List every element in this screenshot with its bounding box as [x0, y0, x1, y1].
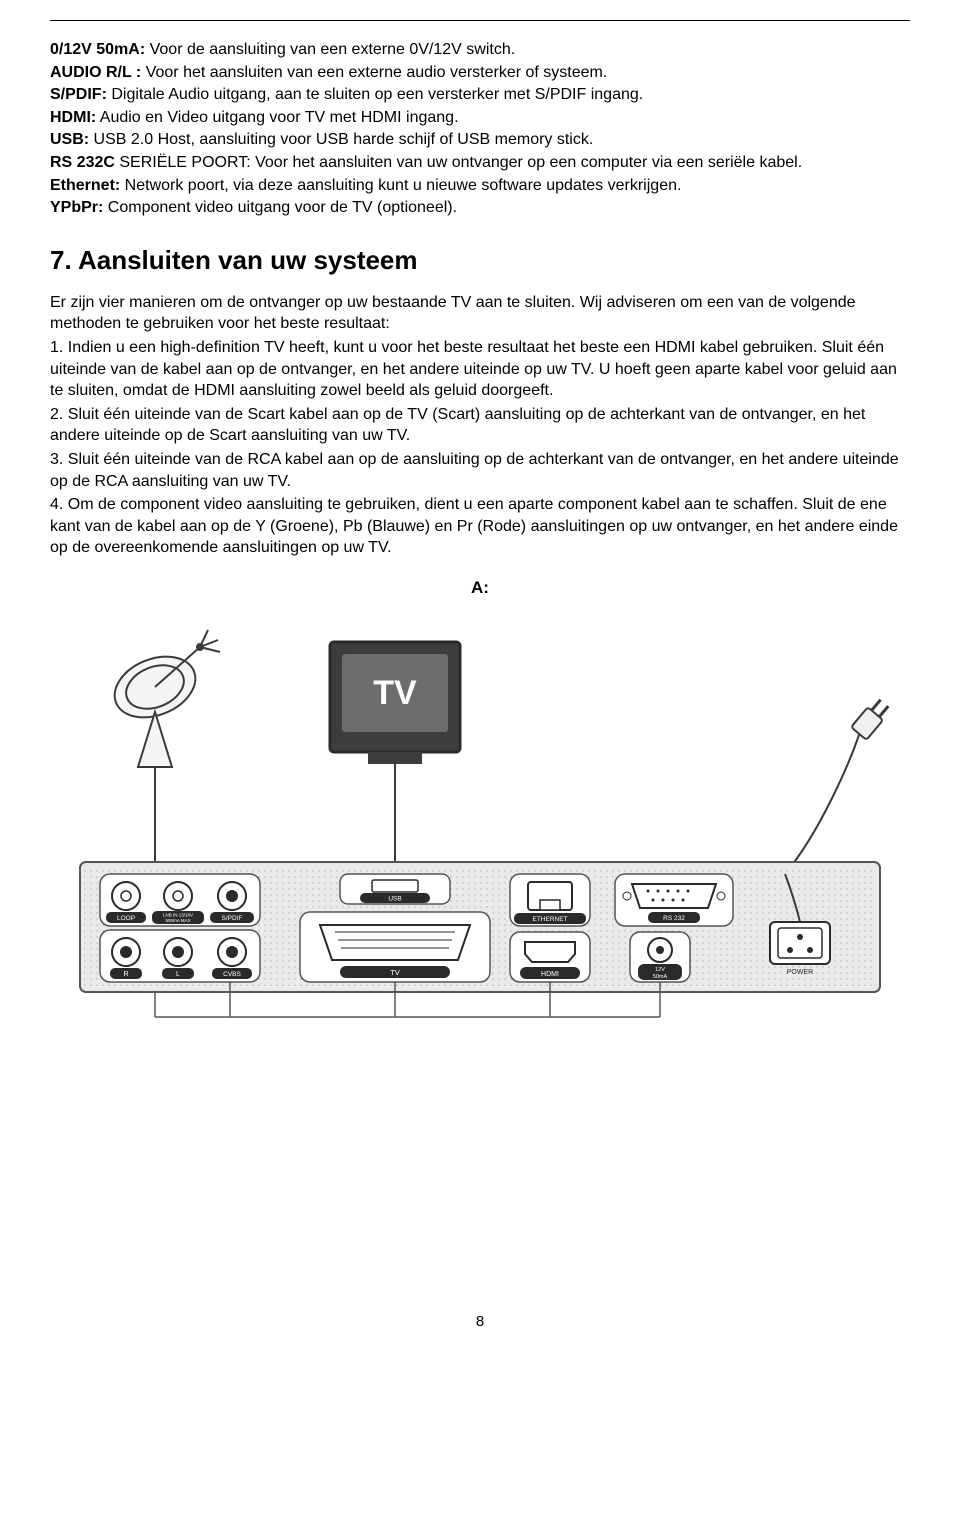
defn-term: USB:: [50, 131, 89, 148]
satellite-dish-icon: [106, 630, 220, 767]
tv-label: TV: [373, 674, 417, 712]
defn-term: RS 232C: [50, 154, 115, 171]
port-label-rs232: RS 232: [663, 915, 685, 922]
definition-line: HDMI: Audio en Video uitgang voor TV met…: [50, 107, 910, 129]
defn-desc: Digitale Audio uitgang, aan te sluiten o…: [107, 86, 643, 103]
page-number: 8: [50, 1312, 910, 1332]
intro-paragraph: Er zijn vier manieren om de ontvanger op…: [50, 292, 910, 335]
port-group-hdmi: HDMI: [510, 932, 590, 982]
port-label-usb: USB: [388, 895, 401, 902]
svg-text:50mA: 50mA: [653, 974, 668, 980]
port-label-cvbs: CVBS: [223, 971, 241, 978]
defn-desc: Voor het aansluiten van een externe audi…: [141, 64, 607, 81]
port-label-power: POWER: [787, 969, 813, 976]
step-3: 3. Sluit één uiteinde van de RCA kabel a…: [50, 449, 910, 492]
defn-term: 0/12V 50mA:: [50, 41, 145, 58]
port-group-usb: USB: [340, 874, 450, 904]
port-group-bottom-left: R L CVBS: [100, 930, 260, 982]
port-group-tv-scart: TV: [300, 912, 490, 982]
step-2: 2. Sluit één uiteinde van de Scart kabel…: [50, 404, 910, 447]
top-rule: [50, 20, 910, 21]
svg-text:500mA MAX: 500mA MAX: [165, 918, 190, 923]
tv-icon: TV: [330, 642, 460, 764]
definition-line: S/PDIF: Digitale Audio uitgang, aan te s…: [50, 84, 910, 106]
port-label-loop: LOOP: [117, 915, 135, 922]
port-group-top-left: LOOP LNB IN 13/18V 500mA MAX S/PDIF: [100, 874, 260, 926]
port-label-tv: TV: [390, 968, 400, 977]
port-label-l: L: [176, 971, 180, 978]
defn-desc: Network poort, via deze aansluiting kunt…: [120, 177, 681, 194]
port-label-r: R: [123, 971, 128, 978]
section-number: 7.: [50, 245, 72, 275]
defn-desc: Component video uitgang voor de TV (opti…: [103, 199, 457, 216]
diagram-label: A:: [50, 577, 910, 600]
definition-line: USB: USB 2.0 Host, aansluiting voor USB …: [50, 129, 910, 151]
defn-desc: USB 2.0 Host, aansluiting voor USB harde…: [89, 131, 593, 148]
definition-line: 0/12V 50mA: Voor de aansluiting van een …: [50, 39, 910, 61]
defn-desc: Voor de aansluiting van een externe 0V/1…: [145, 41, 515, 58]
port-group-12v: 12V 50mA: [630, 932, 690, 982]
svg-text:LNB IN 13/18V: LNB IN 13/18V: [163, 912, 193, 917]
defn-term: YPbPr:: [50, 199, 103, 216]
connection-diagram: TV LOOP: [50, 612, 910, 1032]
port-label-spdif: S/PDIF: [222, 915, 243, 922]
defn-term: S/PDIF:: [50, 86, 107, 103]
section-title: Aansluiten van uw systeem: [78, 245, 418, 275]
defn-term: Ethernet:: [50, 177, 120, 194]
port-label-hdmi: HDMI: [541, 971, 559, 978]
step-4: 4. Om de component video aansluiting te …: [50, 494, 910, 559]
svg-text:12V: 12V: [655, 967, 665, 973]
definition-line: YPbPr: Component video uitgang voor de T…: [50, 197, 910, 219]
power-plug-icon: [785, 696, 892, 874]
defn-term: HDMI:: [50, 109, 96, 126]
port-label-ethernet: ETHERNET: [532, 916, 567, 923]
port-group-ethernet: ETHERNET: [510, 874, 590, 926]
definition-line: Ethernet: Network poort, via deze aanslu…: [50, 175, 910, 197]
definition-line: RS 232C SERIËLE POORT: Voor het aansluit…: [50, 152, 910, 174]
defn-desc: Audio en Video uitgang voor TV met HDMI …: [96, 109, 458, 126]
defn-term: AUDIO R/L :: [50, 64, 141, 81]
definitions-block: 0/12V 50mA: Voor de aansluiting van een …: [50, 39, 910, 219]
connection-diagram-svg: TV LOOP: [60, 612, 900, 1032]
definition-line: AUDIO R/L : Voor het aansluiten van een …: [50, 62, 910, 84]
port-group-rs232: RS 232: [615, 874, 733, 926]
section-heading: 7. Aansluiten van uw systeem: [50, 243, 910, 278]
body-text: Er zijn vier manieren om de ontvanger op…: [50, 292, 910, 559]
defn-desc: SERIËLE POORT: Voor het aansluiten van u…: [115, 154, 802, 171]
step-1: 1. Indien u een high-definition TV heeft…: [50, 337, 910, 402]
